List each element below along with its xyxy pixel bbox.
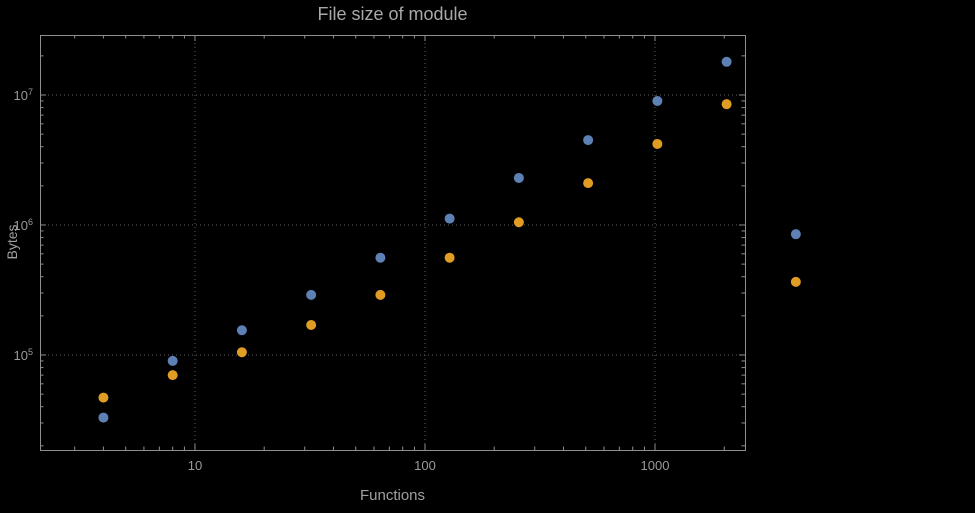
data-point-series-1-blue bbox=[721, 56, 732, 67]
data-point-series-2-orange bbox=[790, 276, 801, 287]
data-point-series-2-orange bbox=[236, 347, 247, 358]
data-point-series-1-blue bbox=[98, 412, 109, 423]
data-point-series-2-orange bbox=[375, 289, 386, 300]
y-tick-label: 107 bbox=[13, 86, 33, 104]
data-point-series-1-blue bbox=[306, 289, 317, 300]
chart-title: File size of module bbox=[317, 4, 468, 24]
data-point-series-2-orange bbox=[721, 99, 732, 110]
x-axis-label: Functions bbox=[359, 487, 426, 504]
x-tick-label: 1000 bbox=[640, 458, 670, 473]
plot-frame bbox=[40, 35, 746, 451]
x-tick-label: 10 bbox=[187, 458, 203, 473]
data-point-series-1-blue bbox=[444, 213, 455, 224]
data-point-series-1-blue bbox=[652, 95, 663, 106]
data-point-series-2-orange bbox=[513, 217, 524, 228]
data-point-series-2-orange bbox=[167, 370, 178, 381]
y-tick-label: 106 bbox=[13, 216, 33, 234]
data-point-series-2-orange bbox=[306, 320, 317, 331]
y-tick-label: 105 bbox=[13, 346, 33, 364]
data-point-series-1-blue bbox=[513, 172, 524, 183]
data-point-series-1-blue bbox=[375, 252, 386, 263]
data-point-series-1-blue bbox=[167, 355, 178, 366]
data-point-series-1-blue bbox=[583, 135, 594, 146]
data-point-series-1-blue bbox=[790, 229, 801, 240]
x-tick-label: 100 bbox=[414, 458, 436, 473]
data-point-series-2-orange bbox=[444, 252, 455, 263]
data-point-series-2-orange bbox=[652, 138, 663, 149]
data-point-series-1-blue bbox=[236, 325, 247, 336]
data-point-series-2-orange bbox=[98, 392, 109, 403]
data-point-series-2-orange bbox=[583, 178, 594, 189]
